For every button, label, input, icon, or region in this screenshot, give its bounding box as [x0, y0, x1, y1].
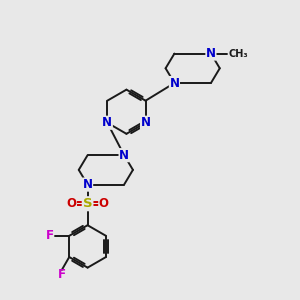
Text: N: N	[102, 116, 112, 129]
Text: F: F	[46, 229, 54, 242]
Text: N: N	[169, 76, 179, 89]
Text: N: N	[119, 149, 129, 162]
Text: O: O	[66, 197, 76, 210]
Text: CH₃: CH₃	[229, 49, 248, 58]
Text: N: N	[206, 47, 216, 60]
Text: N: N	[141, 116, 151, 129]
Text: S: S	[83, 197, 92, 210]
Text: N: N	[82, 178, 93, 191]
Text: F: F	[58, 268, 66, 281]
Text: O: O	[99, 197, 109, 210]
